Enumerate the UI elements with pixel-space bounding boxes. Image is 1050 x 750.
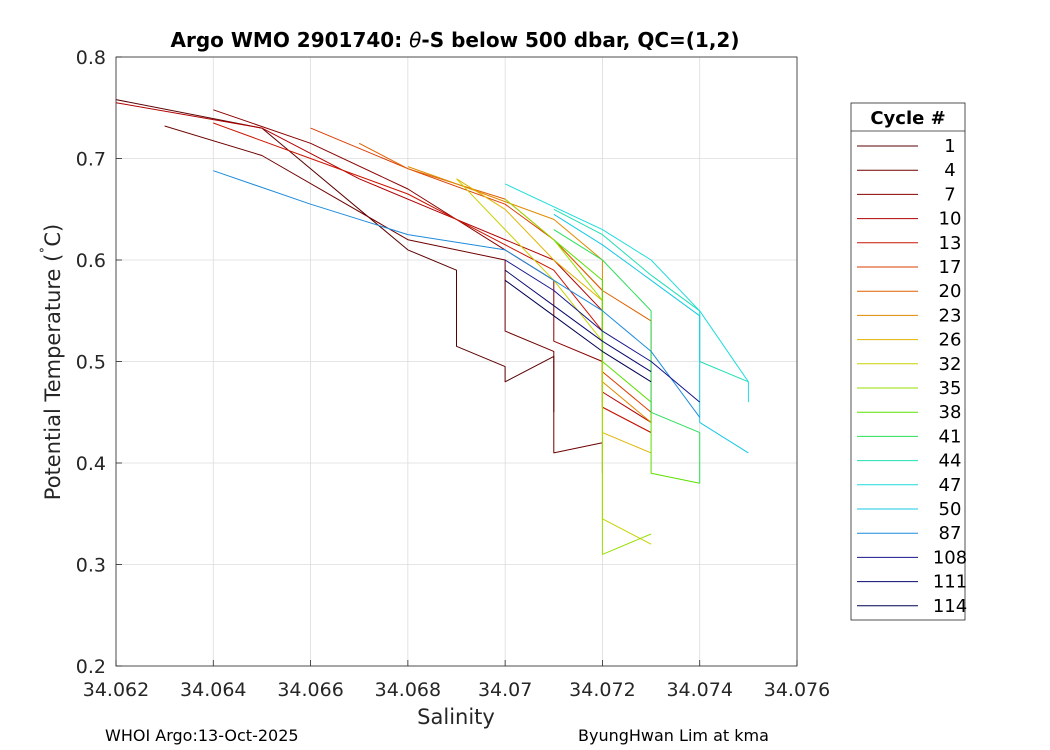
legend: Cycle # 14710131720232632353841444750871… — [850, 102, 967, 621]
x-tick-label: 34.074 — [666, 679, 732, 701]
legend-label-cycle-35: 35 — [939, 378, 962, 399]
footer-source: WHOI Argo:13-Oct-2025 — [105, 726, 299, 745]
legend-label-cycle-13: 13 — [939, 233, 962, 254]
legend-label-cycle-20: 20 — [939, 281, 962, 302]
legend-label-cycle-47: 47 — [939, 475, 962, 496]
series-line-cycle-26 — [456, 178, 652, 454]
y-tick-label: 0.8 — [76, 47, 106, 69]
chart-title: Argo WMO 2901740: θ-S below 500 dbar, QC… — [171, 28, 740, 52]
series-line-cycle-23 — [407, 166, 652, 423]
series-line-cycle-87 — [213, 170, 701, 418]
series-line-cycle-111 — [504, 269, 652, 373]
legend-label-cycle-17: 17 — [939, 257, 962, 278]
legend-label-cycle-32: 32 — [939, 354, 962, 375]
series-line-cycle-114 — [504, 279, 652, 383]
legend-label-cycle-10: 10 — [939, 209, 962, 230]
x-axis-label: Salinity — [417, 705, 495, 729]
series-line-cycle-108 — [504, 259, 701, 403]
legend-label-cycle-4: 4 — [944, 160, 955, 181]
x-tick-label: 34.068 — [375, 679, 441, 701]
legend-label-cycle-7: 7 — [944, 184, 955, 205]
series-line-cycle-1 — [115, 99, 555, 413]
y-tick-label: 0.7 — [76, 149, 106, 171]
legend-label-cycle-108: 108 — [933, 547, 967, 568]
x-axis: 34.062 34.064 34.066 34.068 34.07 34.072 34.07… — [83, 660, 830, 701]
x-tick-label: 34.07 — [478, 679, 532, 701]
legend-label-cycle-87: 87 — [939, 523, 962, 544]
series-line-cycle-44 — [553, 208, 749, 383]
y-tick-label: 0.5 — [76, 352, 106, 374]
legend-label-cycle-1: 1 — [944, 136, 955, 157]
y-tick-label: 0.6 — [76, 250, 106, 272]
legend-label-cycle-41: 41 — [939, 426, 962, 447]
series-line-cycle-47 — [504, 183, 749, 403]
legend-label-cycle-114: 114 — [933, 596, 967, 617]
y-axis: 0.2 0.3 0.4 0.5 0.6 0.7 0.8 — [76, 47, 122, 678]
x-tick-label: 34.076 — [764, 679, 830, 701]
legend-title: Cycle # — [870, 108, 945, 129]
legend-box — [850, 102, 966, 621]
series-line-cycle-50 — [553, 213, 749, 454]
series-group — [115, 99, 749, 555]
legend-label-cycle-38: 38 — [939, 402, 962, 423]
series-line-cycle-4 — [164, 125, 603, 474]
footer-author: ByungHwan Lim at kma — [578, 726, 769, 745]
y-axis-label: Potential Temperature (˚C) — [39, 224, 65, 500]
y-tick-label: 0.2 — [76, 656, 106, 678]
legend-label-cycle-26: 26 — [939, 330, 962, 351]
x-tick-label: 34.072 — [569, 679, 635, 701]
x-tick-label: 34.064 — [180, 679, 246, 701]
legend-label-cycle-23: 23 — [939, 305, 962, 326]
y-tick-label: 0.3 — [76, 555, 106, 577]
y-tick-label: 0.4 — [76, 453, 106, 475]
legend-label-cycle-111: 111 — [933, 572, 967, 593]
legend-label-cycle-50: 50 — [939, 499, 962, 520]
x-tick-label: 34.062 — [83, 679, 149, 701]
legend-label-cycle-44: 44 — [939, 451, 962, 472]
series-line-cycle-38 — [553, 239, 700, 484]
x-tick-label: 34.066 — [277, 679, 343, 701]
